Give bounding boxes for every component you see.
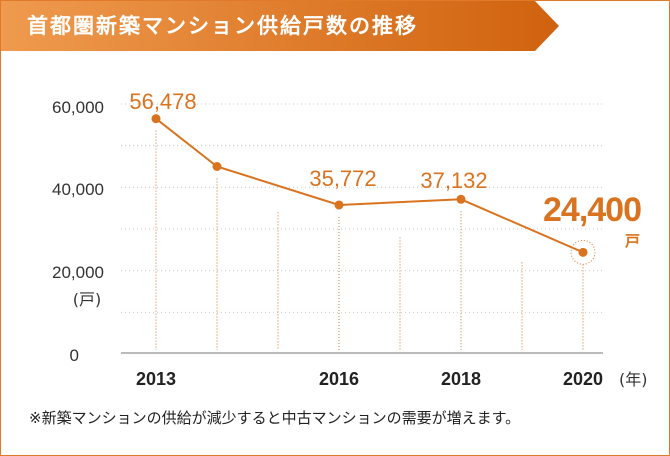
data-point [578, 247, 588, 257]
data-label: 35,772 [309, 166, 376, 191]
x-tick-label: 2020 [563, 369, 603, 389]
chart-title: 首都圏新築マンション供給戸数の推移 [27, 14, 418, 38]
y-tick-label: 20,000 [52, 263, 104, 282]
data-point [151, 114, 161, 124]
highlight-value-label: 24,400 [543, 191, 641, 229]
x-unit-label: (年) [619, 370, 648, 389]
y-tick-label: 0 [70, 346, 79, 365]
highlight-unit-label: 戸 [625, 232, 640, 250]
x-tick-label: 2016 [319, 369, 359, 389]
title-banner [1, 1, 559, 51]
highlight-ring [570, 239, 596, 265]
y-tick-label: 60,000 [52, 98, 104, 117]
x-tick-label: 2018 [441, 369, 481, 389]
x-tick-label: 2013 [136, 369, 176, 389]
data-label: 37,132 [420, 168, 487, 193]
data-point [212, 162, 222, 171]
y-unit-label: (戸) [73, 290, 102, 309]
data-label: 56,478 [129, 89, 196, 114]
y-tick-label: 40,000 [52, 180, 104, 199]
data-point [456, 194, 466, 204]
line-chart: 0 20,000 40,000 60,000 (戸) 2013 2016 2018 2020 (年… [52, 89, 648, 389]
footnote: ※新築マンションの供給が減少すると中古マンションの需要が増えます。 [29, 409, 521, 427]
data-point [334, 200, 344, 210]
